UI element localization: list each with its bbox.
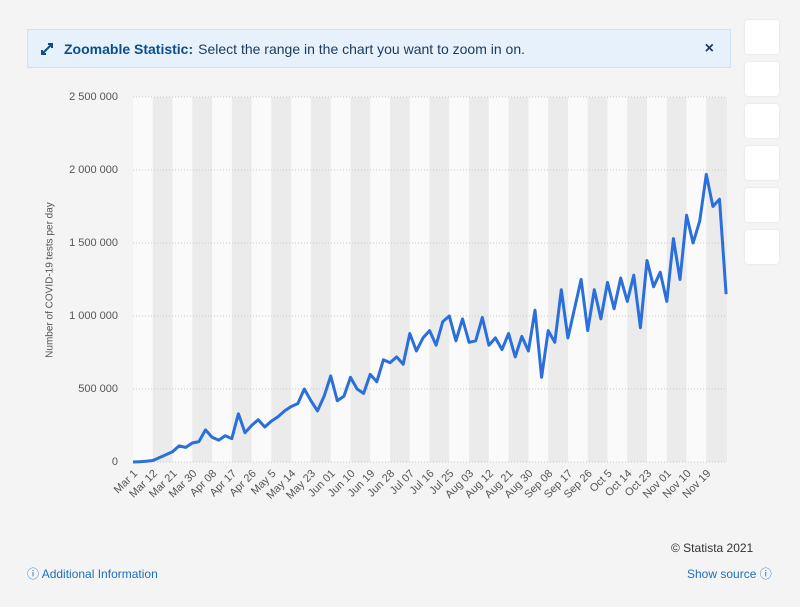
band-stripe xyxy=(686,97,707,462)
band-stripe xyxy=(469,97,489,462)
banner-label: Zoomable Statistic: xyxy=(64,40,194,57)
y-tick-label: 1 000 000 xyxy=(69,310,118,322)
additional-info-text: Additional Information xyxy=(41,567,158,581)
band-stripe xyxy=(449,97,470,462)
y-tick-label: 0 xyxy=(112,456,118,468)
band-stripe xyxy=(291,97,311,462)
zoom-icon xyxy=(41,43,53,55)
band-stripe xyxy=(666,97,687,462)
band-stripe xyxy=(271,97,292,462)
band-stripe xyxy=(508,97,529,462)
band-stripe xyxy=(152,97,173,462)
band-stripe xyxy=(350,97,371,462)
favorite-button[interactable] xyxy=(745,20,779,54)
band-stripe xyxy=(429,97,450,462)
band-stripe xyxy=(488,97,509,462)
copyright: © Statista 2021 xyxy=(671,541,754,555)
band-stripe xyxy=(607,97,628,462)
show-source-text: Show source xyxy=(687,567,757,581)
y-tick-label: 1 500 000 xyxy=(69,237,118,249)
band-stripe xyxy=(192,97,213,462)
band-stripe xyxy=(172,97,193,462)
toolbar xyxy=(745,20,779,272)
y-tick-label: 500 000 xyxy=(78,383,118,395)
band-stripe xyxy=(548,97,568,462)
y-tick-label: 2 000 000 xyxy=(69,164,118,176)
additional-info-link[interactable]: ⓘ Additional Information xyxy=(27,567,158,581)
band-stripe xyxy=(133,97,153,462)
data-line xyxy=(132,172,728,464)
band-stripe xyxy=(390,97,410,462)
close-button[interactable]: × xyxy=(704,39,714,57)
band-stripe xyxy=(370,97,391,462)
band-stripe xyxy=(330,97,351,462)
zoom-banner: Zoomable Statistic: Select the range in … xyxy=(27,29,731,68)
band-stripe xyxy=(706,97,727,462)
cite-button[interactable] xyxy=(745,188,779,222)
band-stripe xyxy=(587,97,608,462)
chart: Number of COVID-19 tests per day 0 500 00… xyxy=(45,91,728,502)
y-axis-title: Number of COVID-19 tests per day xyxy=(45,202,56,358)
alert-button[interactable] xyxy=(745,62,779,96)
band-stripe xyxy=(212,97,232,462)
band-stripe xyxy=(251,97,272,462)
banner-text: Select the range in the chart you want t… xyxy=(198,40,526,57)
print-button[interactable] xyxy=(745,230,779,264)
band-stripe xyxy=(409,97,430,462)
band-stripe xyxy=(231,97,252,462)
settings-button[interactable] xyxy=(745,104,779,138)
band-stripe xyxy=(627,97,648,462)
y-tick-label: 2 500 000 xyxy=(69,91,118,103)
band-stripe xyxy=(567,97,588,462)
share-button[interactable] xyxy=(745,146,779,180)
band-stripe xyxy=(310,97,331,462)
show-source-link[interactable]: Show source ⓘ xyxy=(687,567,772,581)
band-stripe xyxy=(528,97,549,462)
